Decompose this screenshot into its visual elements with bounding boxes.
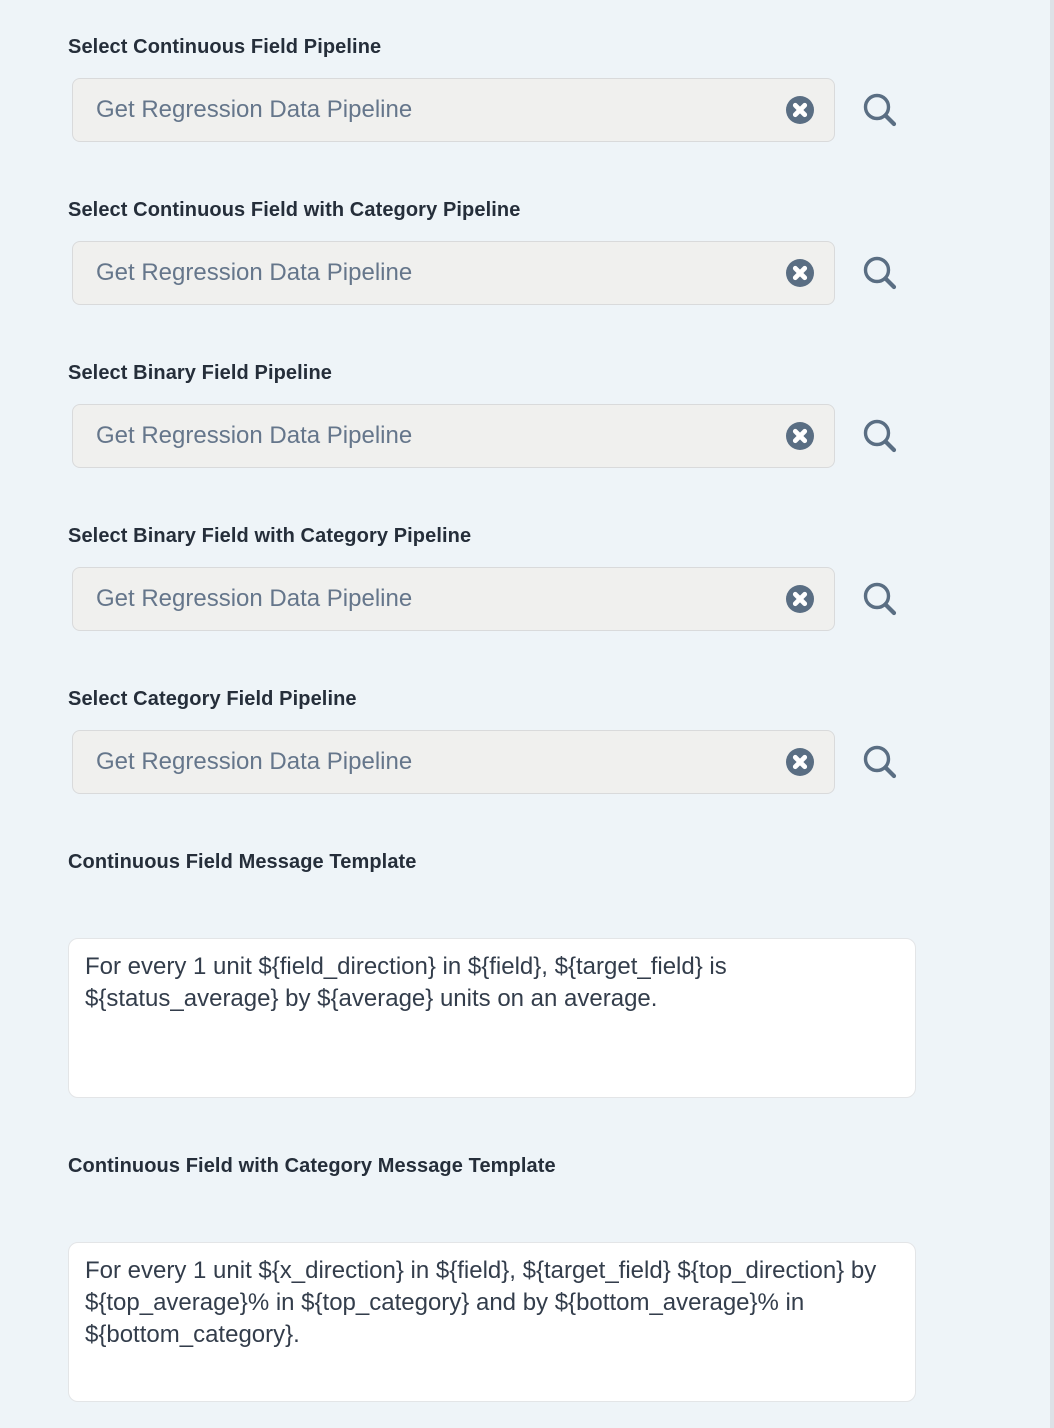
pipeline-input-wrap: [72, 567, 835, 631]
pipeline-input-wrap: [72, 78, 835, 142]
clear-icon[interactable]: [786, 748, 814, 776]
field-label: Select Binary Field Pipeline: [68, 362, 333, 384]
pipeline-select-row: [72, 241, 1054, 305]
pipeline-field-continuous: Select Continuous Field Pipeline: [68, 36, 1054, 142]
continuous-field-pipeline-input[interactable]: [72, 78, 835, 142]
pipeline-field-binary: Select Binary Field Pipeline: [68, 362, 1054, 468]
pipeline-input-wrap: [72, 241, 835, 305]
pipeline-field-binary-category: Select Binary Field with Category Pipeli…: [68, 525, 1054, 631]
pipeline-input-wrap: [72, 730, 835, 794]
template-field-continuous-category: Continuous Field with Category Message T…: [68, 1155, 1054, 1402]
field-label: Continuous Field with Category Message T…: [68, 1155, 556, 1177]
continuous-field-category-message-template-textarea[interactable]: For every 1 unit ${x_direction} in ${fie…: [68, 1242, 916, 1402]
category-field-pipeline-input[interactable]: [72, 730, 835, 794]
field-label: Select Continuous Field Pipeline: [68, 36, 382, 58]
search-icon[interactable]: [861, 91, 899, 129]
field-label: Select Continuous Field with Category Pi…: [68, 199, 521, 221]
template-field-continuous: Continuous Field Message Template For ev…: [68, 851, 1054, 1098]
search-icon[interactable]: [861, 417, 899, 455]
pipeline-field-continuous-category: Select Continuous Field with Category Pi…: [68, 199, 1054, 305]
pipeline-input-wrap: [72, 404, 835, 468]
search-icon[interactable]: [861, 254, 899, 292]
pipeline-field-category: Select Category Field Pipeline: [68, 688, 1054, 794]
clear-icon[interactable]: [786, 259, 814, 287]
search-icon[interactable]: [861, 580, 899, 618]
pipeline-select-row: [72, 730, 1054, 794]
pipeline-select-row: [72, 78, 1054, 142]
binary-field-pipeline-input[interactable]: [72, 404, 835, 468]
pipeline-select-row: [72, 404, 1054, 468]
pipeline-select-row: [72, 567, 1054, 631]
clear-icon[interactable]: [786, 585, 814, 613]
clear-icon[interactable]: [786, 422, 814, 450]
field-label: Select Category Field Pipeline: [68, 688, 357, 710]
search-icon[interactable]: [861, 743, 899, 781]
binary-field-category-pipeline-input[interactable]: [72, 567, 835, 631]
continuous-field-message-template-textarea[interactable]: For every 1 unit ${field_direction} in $…: [68, 938, 916, 1098]
continuous-field-category-pipeline-input[interactable]: [72, 241, 835, 305]
field-label: Select Binary Field with Category Pipeli…: [68, 525, 472, 547]
field-label: Continuous Field Message Template: [68, 851, 417, 873]
scrollbar-track: [1050, 0, 1054, 1428]
clear-icon[interactable]: [786, 96, 814, 124]
